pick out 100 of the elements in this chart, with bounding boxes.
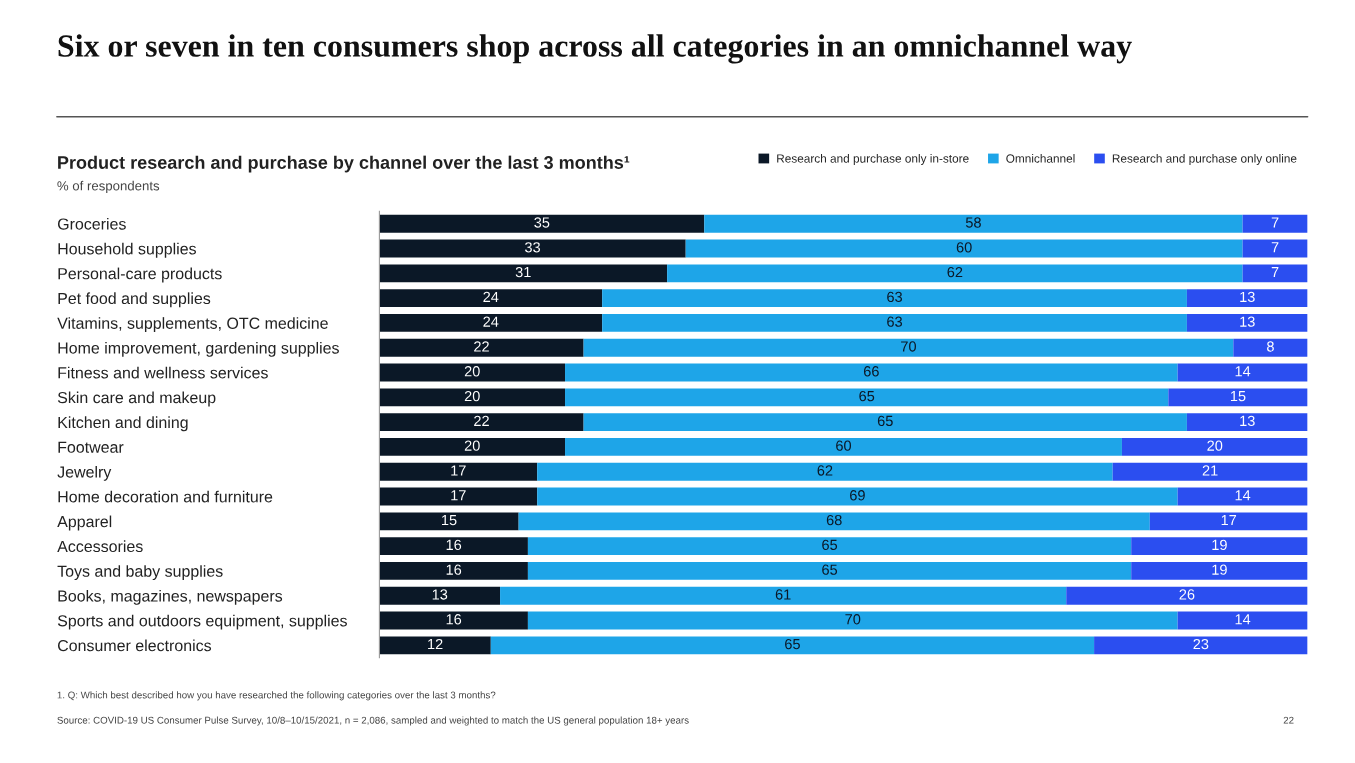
bar (1131, 537, 1308, 556)
y-tick-label: Consumer electronics (57, 639, 212, 652)
data-label: 31 (515, 266, 531, 278)
data-label: 16 (446, 539, 462, 551)
data-label: 12 (428, 638, 443, 650)
bar (379, 438, 566, 456)
bar (379, 264, 668, 283)
bar (565, 438, 1122, 456)
bar (537, 487, 1178, 506)
data-label: 35 (534, 217, 550, 228)
data-label: 14 (1235, 614, 1251, 625)
data-label: 16 (446, 614, 462, 625)
data-label: 19 (1212, 564, 1227, 575)
data-label: 8 (1267, 341, 1274, 352)
y-tick-label: Household supplies (58, 242, 197, 258)
data-label: 24 (483, 316, 499, 327)
bar (379, 512, 519, 531)
bar (379, 413, 584, 432)
bar (379, 388, 566, 407)
bar (537, 462, 1113, 481)
bar (565, 388, 1169, 407)
y-tick-label: Books, magazines, newspapers (58, 589, 283, 605)
data-label: 33 (525, 242, 541, 253)
y-tick-label: Toys and baby supplies (57, 565, 223, 581)
data-label: 26 (1179, 589, 1195, 600)
y-tick-label: Vitamins, supplements, OTC medicine (57, 317, 328, 333)
data-label: 68 (826, 514, 842, 526)
data-label: 13 (432, 589, 448, 600)
bar (667, 264, 1243, 283)
bar (379, 537, 528, 556)
data-label: 24 (483, 291, 499, 302)
text: 22 (1283, 716, 1294, 724)
data-label: 63 (887, 291, 903, 303)
bar (1186, 314, 1308, 332)
bar (379, 611, 528, 630)
bar (379, 314, 603, 332)
data-label: 13 (1240, 415, 1255, 427)
bar (1177, 487, 1308, 506)
bar (518, 512, 1150, 531)
legend-label: Research and purchase only in-store (777, 154, 969, 166)
data-label: 14 (1235, 366, 1251, 377)
data-label: 14 (1235, 490, 1251, 501)
bar (379, 462, 538, 481)
bar (1177, 363, 1308, 382)
chart-subtitle: Product research and purchase by channel over the last 3 months¹ (58, 155, 630, 173)
bar (379, 636, 491, 655)
data-label: 62 (817, 465, 833, 476)
bar (379, 239, 686, 258)
bar (1242, 239, 1308, 258)
legend-label: Omnichannel (1006, 154, 1075, 163)
y-tick-label: Pet food and supplies (58, 292, 211, 308)
data-label: 20 (464, 390, 480, 402)
bar (1168, 388, 1308, 407)
data-label: 66 (863, 366, 879, 377)
data-label: 65 (859, 390, 875, 402)
y-tick-label: Kitchen and dining (58, 416, 188, 432)
bar (1066, 586, 1308, 605)
bar (1112, 462, 1308, 481)
data-label: 22 (474, 415, 489, 426)
legend-label: Research and purchase only online (1112, 154, 1297, 166)
data-label: 62 (947, 266, 963, 278)
data-label: 17 (1221, 515, 1237, 526)
y-tick-label: Home decoration and furniture (58, 490, 273, 503)
y-tick-label: Accessories (57, 540, 143, 553)
bar (565, 363, 1178, 382)
data-label: 58 (965, 217, 981, 228)
data-label: 16 (446, 564, 462, 575)
y-tick-label: Sports and outdoors equipment, supplies (57, 614, 347, 630)
bar (602, 289, 1187, 308)
y-tick-label: Home improvement, gardening supplies (58, 341, 339, 357)
data-label: 23 (1193, 638, 1209, 650)
data-label: 65 (822, 539, 838, 551)
data-label: 21 (1202, 465, 1218, 476)
data-label: 60 (836, 440, 852, 451)
y-tick-label: Jewelry (57, 465, 112, 481)
bar (1242, 214, 1308, 233)
bar (1149, 512, 1308, 531)
data-label: 60 (956, 242, 972, 253)
bar (1242, 264, 1308, 283)
bar (1177, 611, 1308, 630)
data-label: 65 (877, 415, 893, 427)
bar (379, 363, 566, 382)
y-tick-label: Groceries (57, 217, 126, 230)
bar (379, 338, 584, 357)
bar (527, 537, 1132, 556)
data-label: 63 (887, 316, 903, 327)
bar (527, 611, 1178, 630)
y-tick-label: Fitness and wellness services (58, 366, 268, 379)
data-label: 19 (1212, 539, 1227, 551)
bar (685, 239, 1243, 258)
data-label: 17 (451, 465, 466, 476)
data-label: 15 (1230, 391, 1246, 402)
data-label: 69 (850, 490, 865, 501)
data-label: 17 (451, 490, 466, 501)
text: 1. Q: Which best described how you have researched the following categories over the last 3 months? (57, 691, 496, 701)
bar (583, 413, 1187, 432)
data-label: 22 (474, 341, 489, 352)
data-label: 13 (1240, 291, 1255, 303)
bar (1186, 289, 1308, 308)
bar (379, 487, 538, 506)
